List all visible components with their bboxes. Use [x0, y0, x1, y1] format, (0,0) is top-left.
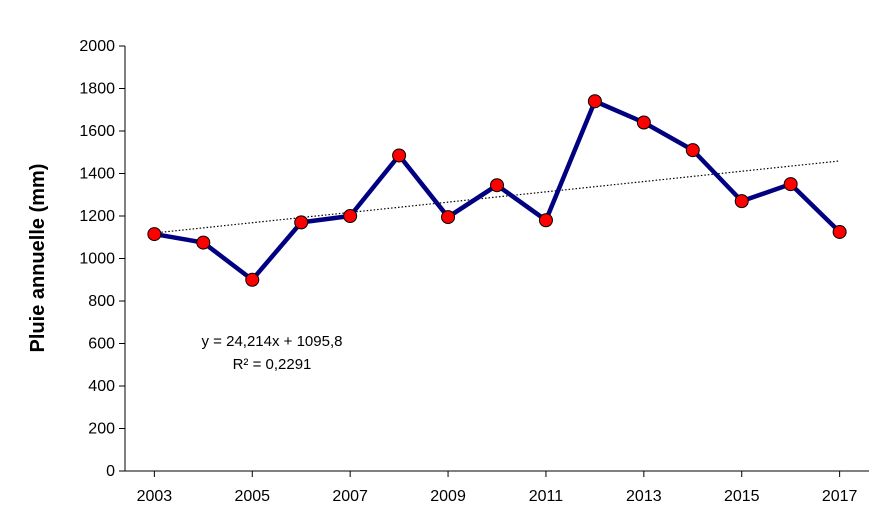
y-tick-label: 1200: [79, 208, 115, 225]
data-point: [343, 209, 358, 223]
y-tick-label: 600: [88, 336, 115, 353]
data-point: [245, 272, 260, 287]
y-tick-label: 0: [106, 463, 115, 480]
data-point: [147, 227, 162, 242]
data-point: [636, 115, 651, 130]
y-tick-label: 800: [88, 293, 115, 310]
trend-equation: y = 24,214x + 1095,8: [202, 333, 343, 350]
x-tick-label: 2017: [822, 488, 858, 505]
data-point: [490, 178, 504, 193]
y-tick-label: 1600: [79, 123, 115, 140]
x-ticks: 2003 2005 2007 2009 2011 2013 2015 2017: [137, 471, 858, 505]
y-tick-label: 200: [88, 421, 115, 438]
x-tick-label: 2011: [529, 488, 564, 505]
data-point: [685, 143, 700, 158]
y-axis-title: Pluie annuelle (mm): [27, 164, 49, 353]
data-point: [734, 194, 749, 209]
y-tick-label: 1000: [79, 251, 115, 268]
data-point: [783, 177, 798, 192]
data-point: [832, 224, 847, 239]
x-tick-label: 2007: [332, 488, 368, 505]
y-tick-label: 1800: [79, 81, 115, 98]
y-tick-label: 1400: [79, 166, 115, 183]
y-ticks: 0 200 400 600 800 1000 1200 1400 1600 1800 2000: [79, 38, 125, 480]
markers-group: [147, 94, 847, 287]
data-point: [294, 215, 309, 230]
axes: [124, 46, 869, 472]
data-point: [587, 94, 602, 109]
data-point: [538, 213, 553, 228]
data-point: [196, 235, 211, 250]
data-point: [441, 210, 456, 225]
x-tick-label: 2005: [234, 488, 270, 505]
x-tick-label: 2015: [724, 488, 760, 505]
x-tick-label: 2013: [626, 488, 662, 505]
y-tick-label: 2000: [79, 38, 115, 55]
x-tick-label: 2009: [430, 488, 466, 505]
trendline: [154, 160, 840, 234]
trendline-group: [154, 160, 840, 234]
data-point: [392, 148, 407, 163]
trend-r-squared: R² = 0,2291: [233, 356, 312, 373]
x-tick-label: 2003: [137, 488, 173, 505]
y-tick-label: 400: [88, 378, 115, 395]
